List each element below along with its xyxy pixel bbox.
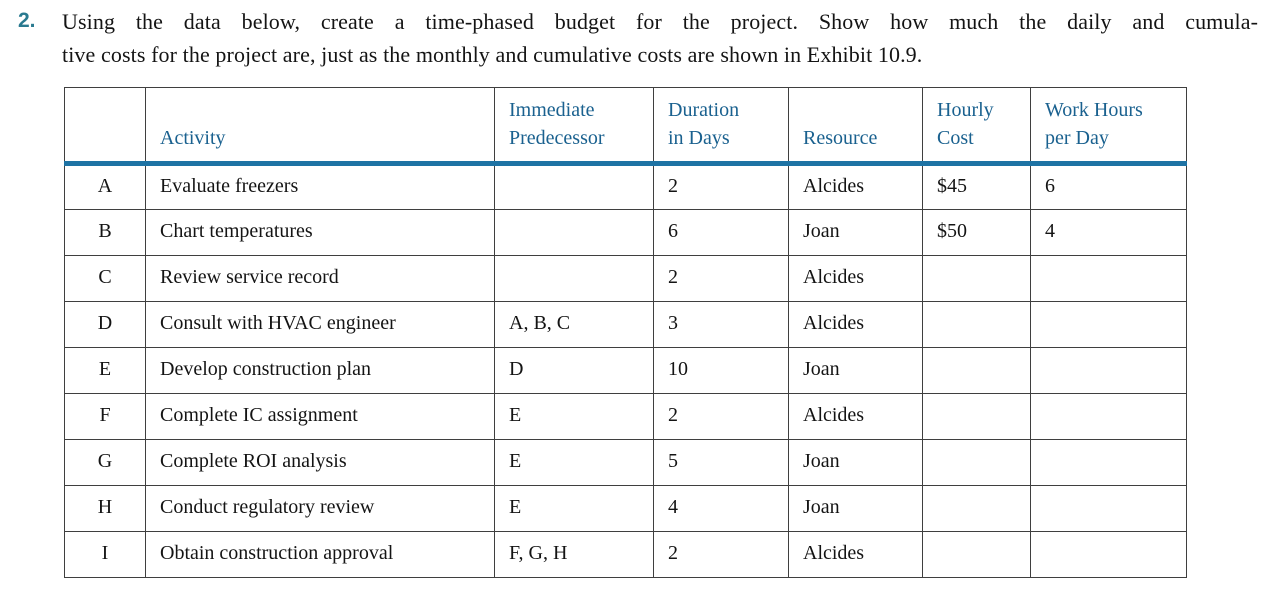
problem-statement: 2. Using the data below, create a time-p…: [18, 5, 1258, 71]
cell-activity-id: I: [64, 531, 146, 578]
cell-activity-name: Chart temperatures: [145, 209, 495, 256]
cell-predecessor: [494, 163, 654, 210]
cell-work-hours: [1030, 485, 1187, 532]
col-header-resource: Resource: [788, 87, 923, 166]
cell-predecessor: E: [494, 439, 654, 486]
cell-resource: Alcides: [788, 531, 923, 578]
cell-work-hours: [1030, 301, 1187, 348]
cell-activity-name: Obtain construction approval: [145, 531, 495, 578]
cell-activity-id: F: [64, 393, 146, 440]
cell-work-hours: [1030, 393, 1187, 440]
problem-text-line-2: tive costs for the project are, just as …: [62, 42, 923, 67]
activity-data-table: Activity Immediate Predecessor Duration …: [64, 87, 1187, 578]
cell-activity-id: B: [64, 209, 146, 256]
cell-predecessor: [494, 209, 654, 256]
table-row: D Consult with HVAC engineer A, B, C 3 A…: [64, 301, 1187, 348]
cell-duration: 6: [653, 209, 789, 256]
table-row: C Review service record 2 Alcides: [64, 255, 1187, 302]
cell-predecessor: E: [494, 485, 654, 532]
table-head: Activity Immediate Predecessor Duration …: [64, 87, 1187, 166]
cell-work-hours: [1030, 347, 1187, 394]
cell-work-hours: 4: [1030, 209, 1187, 256]
col-header-activity: Activity: [145, 87, 495, 166]
col-header-work-hours-per-day: Work Hours per Day: [1030, 87, 1187, 166]
cell-resource: Alcides: [788, 255, 923, 302]
cell-predecessor: D: [494, 347, 654, 394]
col-header-immediate-predecessor: Immediate Predecessor: [494, 87, 654, 166]
cell-resource: Alcides: [788, 393, 923, 440]
col-header-duration-in-days: Duration in Days: [653, 87, 789, 166]
cell-duration: 2: [653, 163, 789, 210]
cell-activity-id: D: [64, 301, 146, 348]
cell-hourly-cost: [922, 255, 1031, 302]
table-row: H Conduct regulatory review E 4 Joan: [64, 485, 1187, 532]
cell-activity-name: Evaluate freezers: [145, 163, 495, 210]
table-header-row: Activity Immediate Predecessor Duration …: [64, 87, 1187, 166]
cell-hourly-cost: $50: [922, 209, 1031, 256]
cell-resource: Alcides: [788, 301, 923, 348]
cell-activity-name: Consult with HVAC engineer: [145, 301, 495, 348]
cell-duration: 2: [653, 393, 789, 440]
problem-text-line-1: Using the data below, create a time-phas…: [62, 9, 1258, 34]
cell-activity-id: E: [64, 347, 146, 394]
cell-duration: 10: [653, 347, 789, 394]
cell-activity-name: Conduct regulatory review: [145, 485, 495, 532]
cell-hourly-cost: $45: [922, 163, 1031, 210]
table-body: A Evaluate freezers 2 Alcides $45 6 B Ch…: [64, 163, 1187, 578]
cell-predecessor: [494, 255, 654, 302]
cell-resource: Alcides: [788, 163, 923, 210]
cell-work-hours: [1030, 531, 1187, 578]
cell-work-hours: 6: [1030, 163, 1187, 210]
cell-activity-name: Review service record: [145, 255, 495, 302]
cell-activity-name: Develop construction plan: [145, 347, 495, 394]
table-row: G Complete ROI analysis E 5 Joan: [64, 439, 1187, 486]
cell-resource: Joan: [788, 439, 923, 486]
cell-activity-id: H: [64, 485, 146, 532]
cell-resource: Joan: [788, 347, 923, 394]
table-row: I Obtain construction approval F, G, H 2…: [64, 531, 1187, 578]
problem-number: 2.: [18, 9, 36, 32]
cell-hourly-cost: [922, 393, 1031, 440]
table-row: E Develop construction plan D 10 Joan: [64, 347, 1187, 394]
cell-duration: 2: [653, 255, 789, 302]
table-row: F Complete IC assignment E 2 Alcides: [64, 393, 1187, 440]
table-row: A Evaluate freezers 2 Alcides $45 6: [64, 163, 1187, 210]
table-row: B Chart temperatures 6 Joan $50 4: [64, 209, 1187, 256]
cell-hourly-cost: [922, 531, 1031, 578]
cell-duration: 2: [653, 531, 789, 578]
cell-work-hours: [1030, 439, 1187, 486]
cell-duration: 4: [653, 485, 789, 532]
cell-work-hours: [1030, 255, 1187, 302]
cell-duration: 3: [653, 301, 789, 348]
cell-predecessor: F, G, H: [494, 531, 654, 578]
problem-text: Using the data below, create a time-phas…: [62, 5, 1258, 71]
cell-hourly-cost: [922, 485, 1031, 532]
cell-hourly-cost: [922, 439, 1031, 486]
cell-activity-id: C: [64, 255, 146, 302]
cell-hourly-cost: [922, 301, 1031, 348]
col-header-blank: [64, 87, 146, 166]
col-header-hourly-cost: Hourly Cost: [922, 87, 1031, 166]
cell-resource: Joan: [788, 485, 923, 532]
cell-duration: 5: [653, 439, 789, 486]
cell-activity-name: Complete IC assignment: [145, 393, 495, 440]
cell-predecessor: A, B, C: [494, 301, 654, 348]
cell-activity-name: Complete ROI analysis: [145, 439, 495, 486]
cell-hourly-cost: [922, 347, 1031, 394]
cell-resource: Joan: [788, 209, 923, 256]
cell-activity-id: A: [64, 163, 146, 210]
cell-predecessor: E: [494, 393, 654, 440]
cell-activity-id: G: [64, 439, 146, 486]
